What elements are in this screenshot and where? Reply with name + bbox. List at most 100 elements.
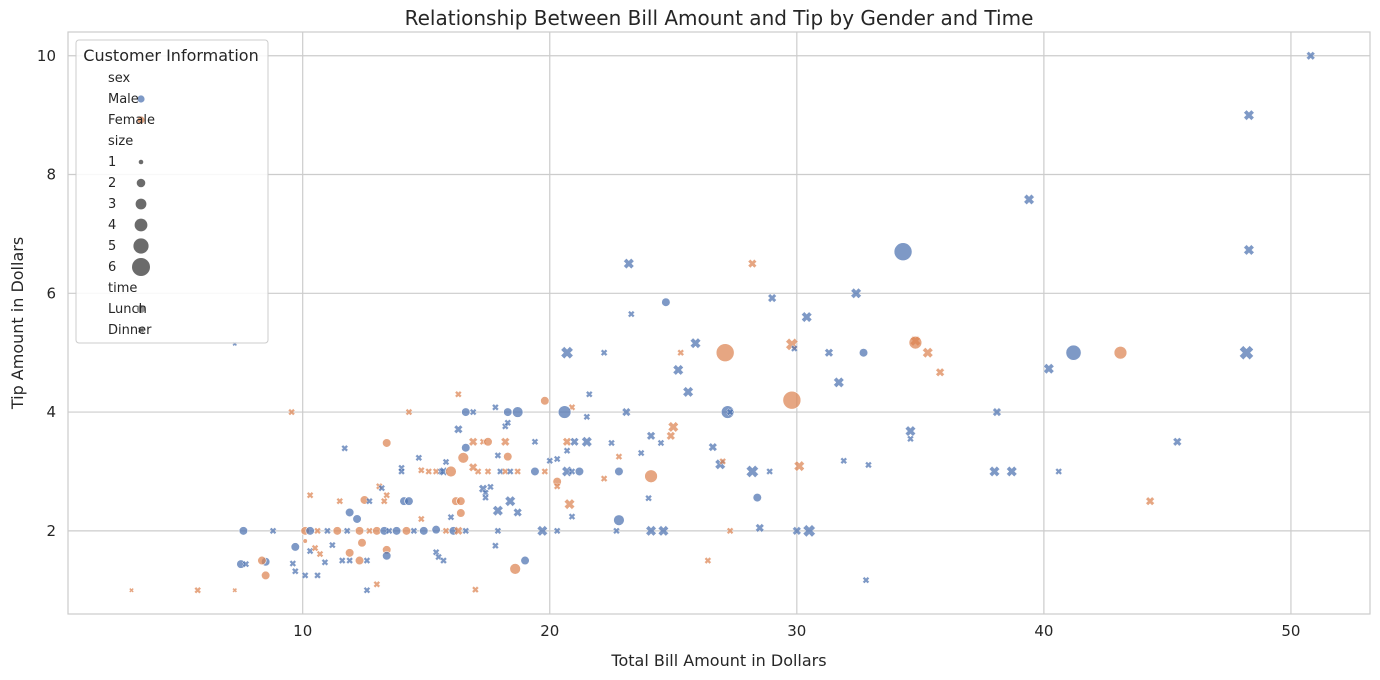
data-point: [432, 548, 440, 556]
data-point: [269, 527, 277, 535]
data-point: [644, 469, 658, 483]
data-point: [417, 466, 425, 474]
data-point: [988, 465, 1000, 477]
x-tick-label: 50: [1281, 622, 1300, 640]
data-point: [1145, 496, 1155, 506]
data-point: [767, 293, 777, 303]
data-point: [614, 466, 624, 477]
data-point: [316, 550, 324, 558]
data-point: [657, 525, 669, 537]
data-point: [453, 424, 463, 434]
data-point: [720, 405, 735, 419]
data-point: [511, 406, 524, 418]
data-point: [454, 390, 463, 398]
data-point: [765, 467, 774, 476]
data-point: [468, 437, 478, 447]
legend-marker: [137, 116, 145, 124]
data-point: [546, 457, 554, 465]
data-point: [553, 527, 561, 535]
data-point: [494, 527, 502, 535]
data-point: [456, 496, 466, 506]
data-point: [311, 544, 319, 552]
data-point: [468, 462, 478, 472]
data-point: [541, 467, 549, 476]
data-point: [858, 348, 869, 358]
data-point: [354, 555, 365, 566]
data-point: [790, 344, 799, 353]
data-point: [261, 570, 271, 580]
data-point: [401, 526, 412, 536]
data-point: [363, 556, 371, 565]
legend-entries: sex Male Female size 1 2 3 4 5 6 time Lunch Dinner: [108, 71, 155, 338]
data-point: [792, 526, 802, 536]
data-point: [850, 287, 862, 299]
data-point: [492, 505, 504, 517]
data-point: [531, 438, 539, 446]
data-point: [504, 495, 516, 507]
data-point: [445, 465, 457, 478]
data-point: [922, 347, 934, 359]
data-point: [612, 527, 621, 535]
data-point: [419, 526, 429, 536]
data-point: [232, 587, 238, 593]
legend-label: Male: [108, 92, 139, 107]
data-point: [644, 494, 653, 502]
data-point: [363, 586, 371, 594]
plot-frame: [67, 31, 1371, 615]
data-point: [513, 467, 522, 476]
data-point: [194, 586, 202, 594]
data-point: [439, 556, 448, 565]
data-point: [540, 396, 550, 406]
data-point: [646, 431, 656, 441]
data-point: [793, 460, 805, 472]
data-point: [557, 405, 572, 419]
data-point: [415, 454, 423, 462]
data-point: [345, 507, 355, 518]
y-tick-label: 6: [46, 284, 56, 302]
data-point: [833, 376, 845, 388]
x-tick-label: 10: [293, 622, 312, 640]
data-point: [373, 580, 381, 588]
data-point: [607, 439, 616, 447]
legend-heading: time: [108, 281, 137, 296]
data-point: [290, 542, 300, 552]
y-axis-label: Tip Amount in Dollars: [8, 237, 27, 410]
data-point: [1113, 345, 1128, 360]
data-point: [321, 558, 329, 567]
x-tick-label: 40: [1034, 622, 1053, 640]
scatter-points: [128, 51, 1316, 594]
data-point: [564, 498, 576, 510]
data-point: [504, 419, 512, 427]
data-point: [486, 483, 495, 491]
data-point: [461, 407, 471, 417]
data-point: [484, 467, 492, 476]
data-point: [574, 466, 585, 477]
legend-heading: size: [108, 134, 133, 149]
data-point: [1065, 344, 1082, 361]
data-point: [530, 466, 540, 477]
data-point: [1172, 437, 1182, 447]
legend-heading: sex: [108, 71, 131, 86]
y-tick-label: 10: [37, 47, 56, 65]
chart-title: Relationship Between Bill Amount and Tip…: [405, 6, 1034, 30]
data-point: [410, 527, 418, 535]
data-point: [305, 526, 315, 536]
data-point: [583, 413, 591, 421]
data-point: [1243, 244, 1255, 256]
data-point: [354, 526, 365, 536]
legend: Customer Information sex Male Female size 1 2…: [75, 39, 269, 344]
data-point: [906, 435, 915, 443]
data-point: [726, 408, 734, 416]
data-point: [494, 451, 502, 460]
data-point: [289, 559, 297, 568]
data-point: [442, 458, 450, 466]
data-point: [536, 525, 548, 537]
data-point: [893, 242, 913, 262]
legend-label: 4: [108, 218, 116, 233]
legend-marker: [132, 258, 150, 276]
data-point: [747, 259, 757, 269]
data-point: [345, 556, 354, 565]
data-point: [802, 524, 816, 538]
data-point: [690, 337, 702, 349]
data-point: [677, 349, 685, 357]
